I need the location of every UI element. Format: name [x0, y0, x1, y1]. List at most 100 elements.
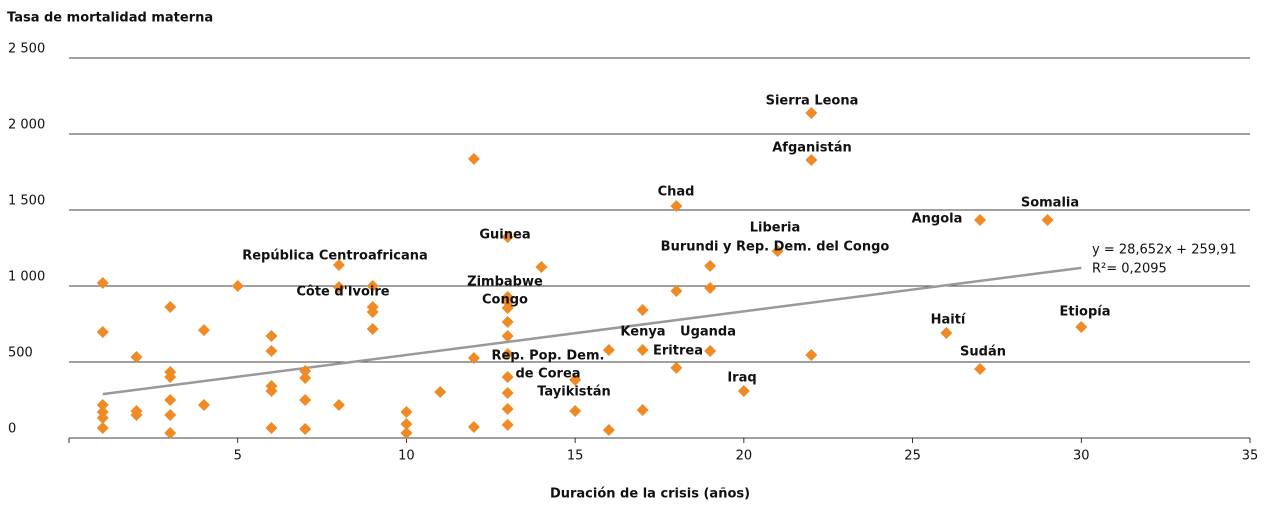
point [636, 343, 649, 356]
point [434, 385, 447, 398]
point [467, 152, 480, 165]
point [400, 426, 413, 439]
point [164, 371, 177, 384]
point-label: Tayikistán [537, 385, 611, 400]
point [501, 295, 514, 308]
x-tick-label: 35 [1242, 449, 1259, 464]
point [366, 323, 379, 336]
point [501, 330, 514, 343]
point-label: Kenya [620, 325, 665, 340]
point-label: Iraq [727, 371, 756, 386]
trend-r2: R²= 0,2095 [1092, 262, 1167, 277]
point [299, 394, 312, 406]
point [501, 347, 514, 360]
point [1075, 321, 1088, 334]
point [805, 349, 818, 362]
point [96, 421, 109, 434]
x-axis-label: Duración de la crisis (años) [550, 487, 750, 502]
point [501, 316, 514, 329]
point [164, 394, 177, 406]
point [197, 399, 210, 412]
point-label: República Centroafricana [242, 249, 428, 264]
x-tick-label: 25 [904, 449, 921, 464]
point [501, 302, 514, 315]
point [265, 330, 278, 343]
point [467, 352, 480, 365]
point [535, 261, 548, 273]
point-label: de Corea [515, 367, 580, 382]
point-label: Congo [482, 293, 528, 308]
x-tick-label: 15 [567, 449, 584, 464]
point [704, 281, 717, 294]
point [501, 387, 514, 400]
point [805, 107, 818, 120]
point-label: Afganistán [772, 141, 852, 156]
point [197, 324, 210, 337]
point [501, 418, 514, 431]
point [940, 326, 953, 339]
point [332, 281, 345, 294]
point-label: Uganda [680, 325, 736, 340]
point [737, 385, 750, 398]
chart-title: Tasa de mortalidad materna [7, 11, 213, 26]
point [704, 259, 717, 272]
trendline [102, 266, 1082, 396]
point [164, 409, 177, 422]
point-label: Sierra Leona [766, 94, 859, 109]
x-tick-label: 30 [1073, 449, 1090, 464]
y-tick-label: 500 [8, 346, 33, 361]
point-label: Haití [931, 313, 967, 328]
point [670, 200, 683, 213]
x-tick-label: 20 [736, 449, 753, 464]
point [96, 326, 109, 339]
point [467, 421, 480, 434]
point [299, 364, 312, 377]
point [771, 245, 784, 258]
point-label: Zimbabwe [467, 275, 543, 290]
point [974, 362, 987, 375]
point [670, 285, 683, 298]
point [704, 345, 717, 358]
point [231, 280, 244, 292]
point [636, 404, 649, 417]
point [400, 406, 413, 419]
point [130, 350, 143, 363]
point [130, 409, 143, 422]
y-tick-label: 2 000 [8, 118, 45, 133]
point [501, 402, 514, 415]
trend-equation: y = 28,652x + 259,91 [1092, 243, 1237, 258]
point [96, 399, 109, 412]
point-label: Eritrea [653, 344, 703, 359]
point [265, 385, 278, 398]
point [602, 423, 615, 436]
point [602, 343, 615, 356]
point-label: Etiopía [1059, 305, 1110, 320]
point [805, 153, 818, 166]
point [501, 371, 514, 384]
point-label: Guinea [479, 228, 530, 243]
point-label: Sudán [960, 345, 1006, 360]
point [501, 231, 514, 244]
y-tick-label: 2 500 [8, 42, 45, 57]
point [164, 426, 177, 439]
point [265, 345, 278, 358]
x-tick-label: 10 [398, 449, 415, 464]
point-label: Côte d'Ivoire [296, 285, 389, 300]
point-label: Liberia [750, 221, 801, 236]
point [164, 300, 177, 313]
point [96, 411, 109, 424]
point-label: Angola [912, 212, 963, 227]
y-tick-label: 0 [8, 422, 16, 437]
point [1041, 214, 1054, 227]
point [636, 304, 649, 317]
point [299, 423, 312, 436]
point [299, 371, 312, 384]
point-label: Chad [658, 185, 695, 200]
x-tick-label: 5 [234, 449, 242, 464]
point [569, 373, 582, 386]
y-tick-label: 1 500 [8, 194, 45, 209]
point [400, 418, 413, 431]
point-label: Burundi y Rep. Dem. del Congo [661, 240, 890, 255]
point-label: Rep. Pop. Dem. [492, 349, 605, 364]
